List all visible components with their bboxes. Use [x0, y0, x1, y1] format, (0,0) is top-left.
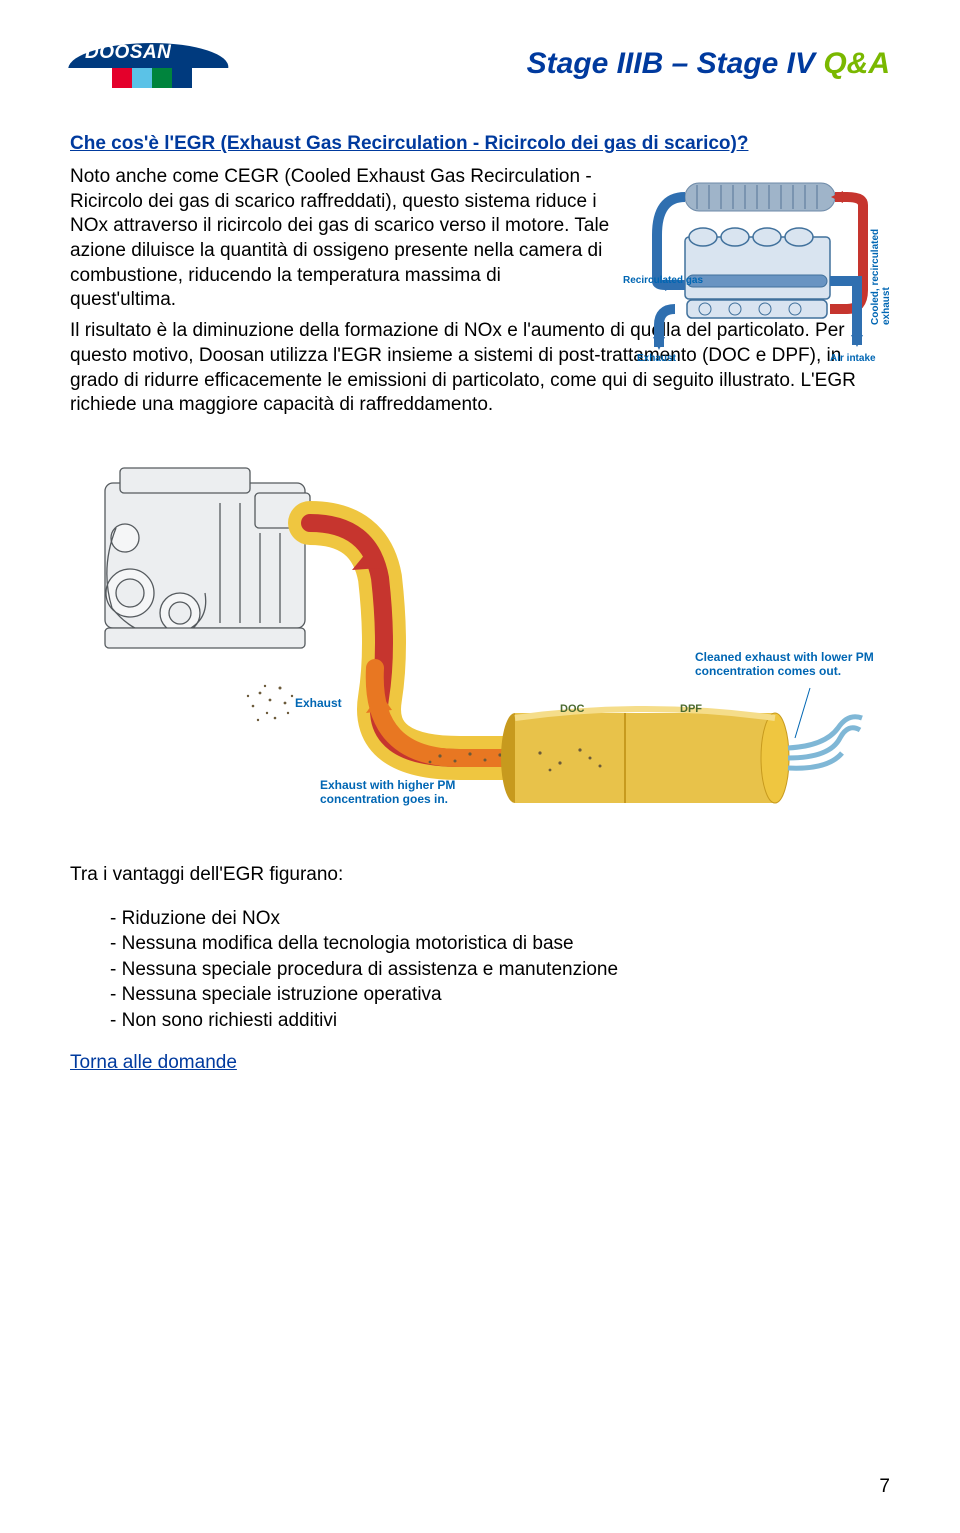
list-item: - Nessuna modifica della tecnologia moto…	[110, 931, 890, 957]
dpf-diagram: Exhaust Exhaust with higher PM concentra…	[70, 438, 890, 828]
logo-sq-3	[152, 68, 172, 88]
list-item: - Non sono richiesti additivi	[110, 1008, 890, 1034]
title-main: Stage IIIB – Stage IV	[527, 47, 824, 80]
back-link[interactable]: Torna alle domande	[70, 1052, 237, 1073]
dpf-diagram-svg	[70, 438, 890, 828]
label-doc: DOC	[560, 703, 584, 715]
advantages-heading: Tra i vantaggi dell'EGR figurano:	[70, 863, 890, 888]
page-number: 7	[879, 1476, 890, 1498]
logo-sq-2	[132, 68, 152, 88]
label-cooled: Cooled, recirculated exhaust	[870, 215, 892, 325]
engine-icon	[685, 228, 830, 318]
advantages-list: - Riduzione dei NOx - Nessuna modifica d…	[110, 906, 890, 1034]
label-air-intake: Air intake	[830, 353, 876, 364]
question-heading: Che cos'è l'EGR (Exhaust Gas Recirculati…	[70, 133, 890, 155]
label-recirculated: Recirculated gas	[623, 275, 703, 286]
exhaust-specks	[247, 685, 293, 721]
logo-squares	[112, 68, 192, 88]
label-higher-pm: Exhaust with higher PM concentration goe…	[320, 778, 490, 807]
label-cleaned: Cleaned exhaust with lower PM concentrat…	[695, 650, 875, 679]
label-exhaust: Exhaust	[637, 353, 676, 364]
logo-sq-4	[172, 68, 192, 88]
page-header: DOOSAN Stage IIIB – Stage IV Q&A	[70, 40, 890, 88]
logo-sq-1	[112, 68, 132, 88]
filter-icon	[501, 709, 789, 803]
section-1: Noto anche come CEGR (Cooled Exhaust Gas…	[70, 165, 890, 313]
egr-diagram: Recirculated gas Exhaust Air intake Cool…	[625, 175, 890, 395]
engine-icon	[105, 468, 310, 648]
label-exhaust-2: Exhaust	[295, 696, 342, 710]
list-item: - Nessuna speciale istruzione operativa	[110, 982, 890, 1008]
paragraph-1: Noto anche come CEGR (Cooled Exhaust Gas…	[70, 165, 610, 313]
doosan-logo: DOOSAN	[70, 40, 235, 88]
list-item: - Nessuna speciale procedura di assisten…	[110, 957, 890, 983]
exhaust-pipe	[310, 523, 515, 763]
logo-text: DOOSAN	[85, 42, 171, 64]
title-accent: Q&A	[823, 47, 890, 80]
page-title: Stage IIIB – Stage IV Q&A	[527, 47, 890, 81]
list-item: - Riduzione dei NOx	[110, 906, 890, 932]
label-dpf: DPF	[680, 703, 702, 715]
